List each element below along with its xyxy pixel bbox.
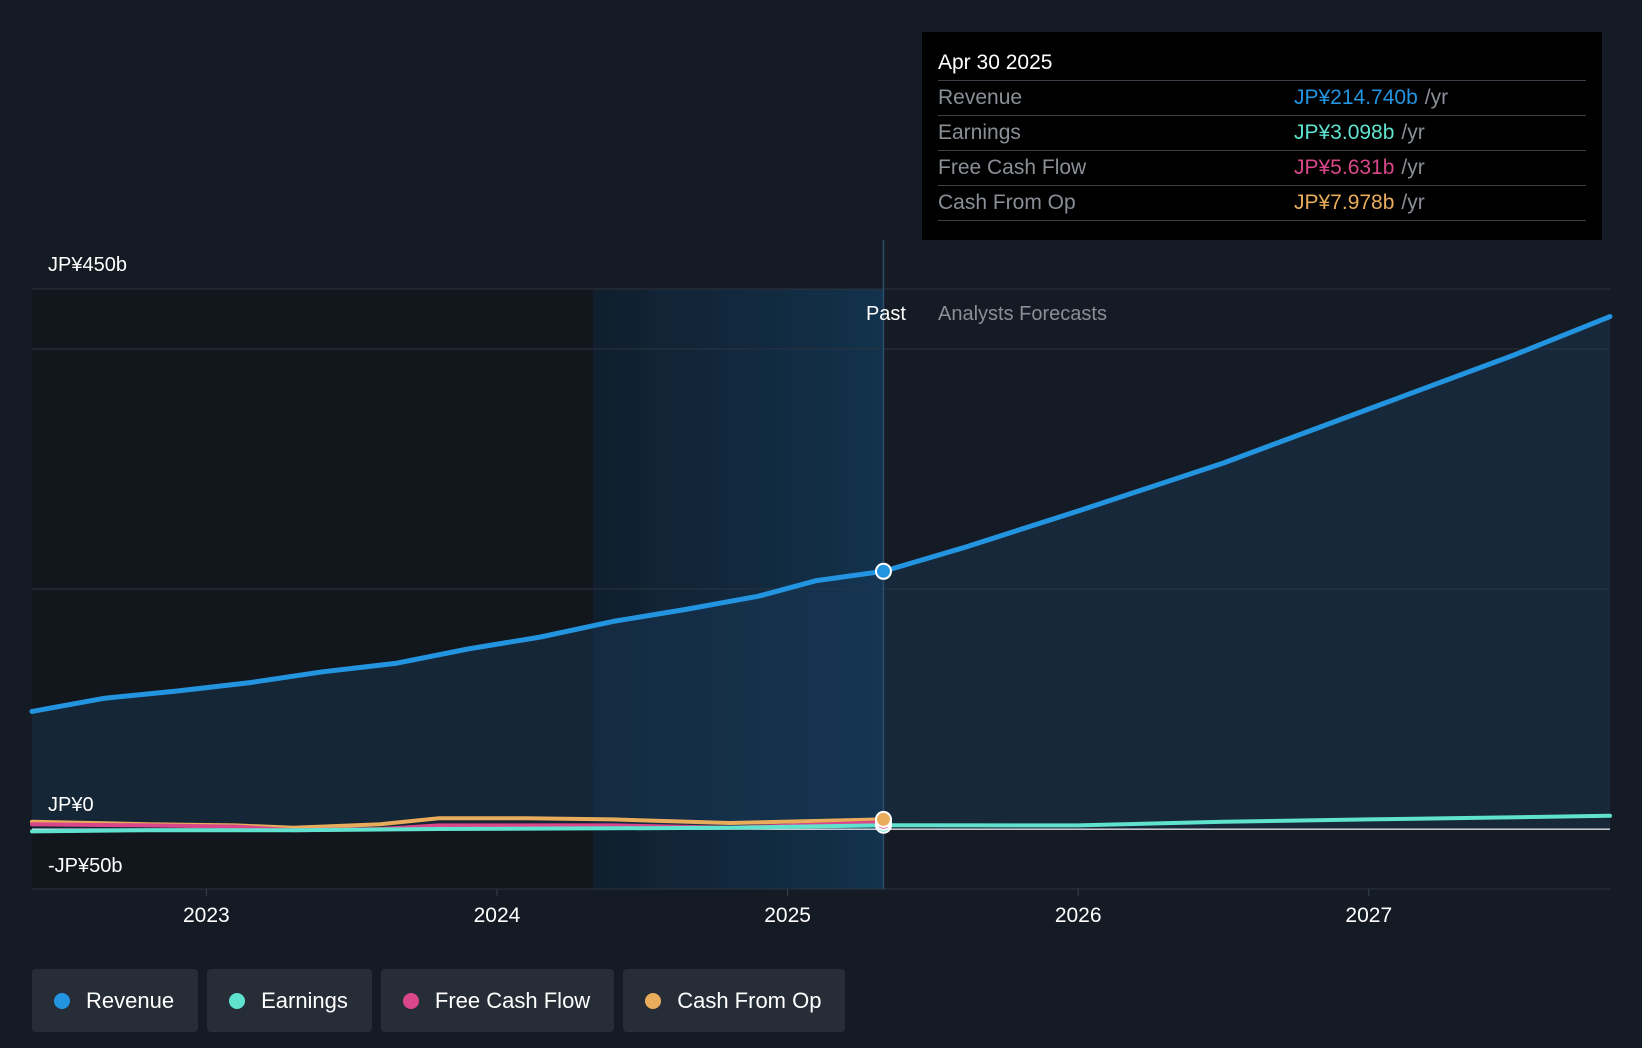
legend-revenue[interactable]: Revenue	[32, 969, 199, 1032]
legend-label: Free Cash Flow	[434, 987, 591, 1013]
forecast-label: Analysts Forecasts	[938, 303, 1107, 325]
tooltip-label: Revenue	[938, 86, 1023, 109]
series-line-earnings	[30, 813, 1612, 834]
x-tick-label: 2026	[1055, 904, 1102, 927]
legend-cash-from-op[interactable]: Cash From Op	[623, 969, 846, 1032]
tooltip-unit: /yr	[1401, 156, 1425, 179]
tooltip-value: JP¥7.978b	[1294, 191, 1395, 214]
tooltip-value: JP¥5.631b	[1294, 156, 1395, 179]
y-tick-450: JP¥450b	[48, 254, 127, 276]
marker-cash-from-op	[874, 810, 892, 828]
fcf-dot-icon	[402, 992, 419, 1009]
legend: Revenue Earnings Free Cash Flow Cash Fro…	[32, 969, 846, 1032]
legend-label: Earnings	[261, 987, 348, 1013]
tooltip: Apr 30 2025 Revenue JP¥214.740b /yr Earn…	[922, 32, 1602, 240]
legend-label: Revenue	[86, 987, 175, 1013]
tooltip-unit: /yr	[1424, 86, 1449, 109]
marker-revenue	[874, 562, 892, 580]
tooltip-row-revenue: Revenue JP¥214.740b /yr	[938, 80, 1586, 115]
x-tick-label: 2024	[474, 904, 521, 927]
series-line-revenue	[29, 314, 1613, 714]
legend-label: Cash From Op	[677, 987, 822, 1013]
tooltip-row-earnings: Earnings JP¥3.098b /yr	[938, 115, 1586, 150]
y-tick-neg50: -JP¥50b	[48, 855, 123, 877]
legend-free-cash-flow[interactable]: Free Cash Flow	[380, 969, 615, 1032]
revenue-dot-icon	[54, 992, 70, 1009]
tooltip-unit: /yr	[1401, 191, 1425, 214]
tooltip-unit: /yr	[1401, 121, 1425, 144]
x-tick-label: 2023	[183, 904, 230, 927]
past-label: Past	[866, 303, 906, 325]
x-tick-label: 2027	[1345, 904, 1392, 927]
revenue-area	[32, 316, 1610, 830]
tooltip-row-cfo: Cash From Op JP¥7.978b /yr	[938, 185, 1586, 221]
tooltip-value: JP¥214.740b	[1294, 86, 1418, 109]
tooltip-row-fcf: Free Cash Flow JP¥5.631b /yr	[938, 150, 1586, 185]
tooltip-value: JP¥3.098b	[1294, 121, 1395, 144]
cfo-dot-icon	[645, 992, 662, 1009]
y-tick-0: JP¥0	[48, 794, 94, 816]
x-tick-label: 2025	[764, 904, 811, 927]
tooltip-label: Earnings	[938, 121, 1021, 144]
tooltip-label: Cash From Op	[938, 191, 1076, 214]
tooltip-label: Free Cash Flow	[938, 156, 1087, 179]
tooltip-date: Apr 30 2025	[938, 51, 1053, 74]
earnings-dot-icon	[229, 992, 246, 1009]
legend-earnings[interactable]: Earnings	[207, 969, 372, 1032]
